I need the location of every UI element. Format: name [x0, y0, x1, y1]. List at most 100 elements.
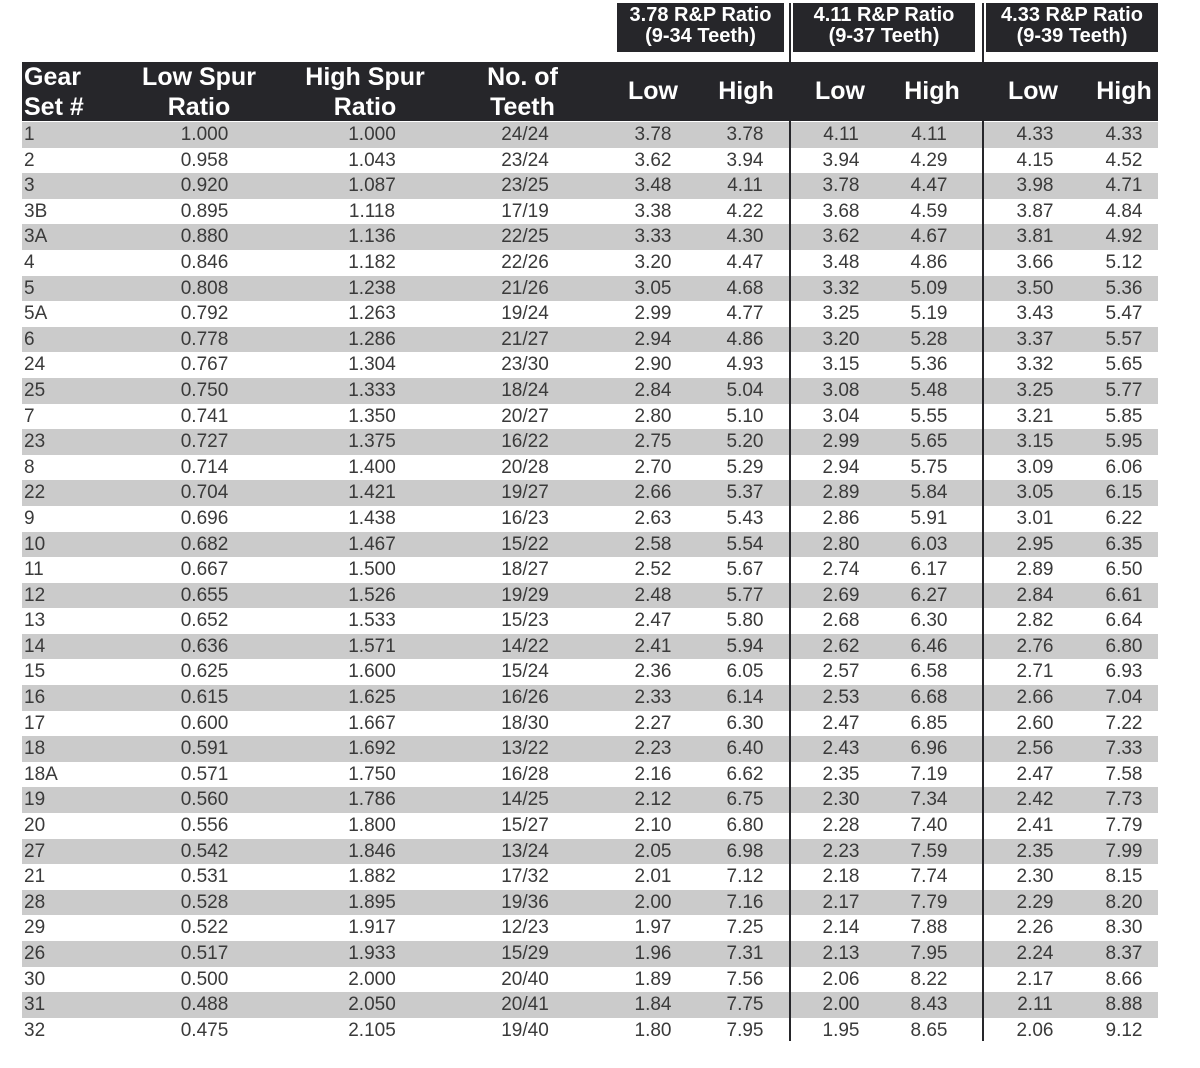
cell-low-433: 2.95 — [1016, 533, 1054, 555]
header-no-of-teeth: No. of Teeth — [455, 62, 590, 122]
cell-low-378: 2.90 — [634, 354, 672, 376]
cell-high-spur-ratio: 2.105 — [348, 1019, 396, 1041]
table-row: 5 0.808 1.238 21/26 3.05 4.68 3.32 5.09 3.50 5.36 — [22, 275, 1158, 302]
cell-low-spur-ratio: 0.704 — [180, 482, 229, 504]
cell-high-411: 6.68 — [910, 687, 948, 709]
cell-low-411: 2.13 — [822, 943, 860, 964]
cell-high-411: 8.22 — [910, 968, 948, 990]
cell-high-spur-ratio: 1.400 — [348, 456, 396, 478]
cell-low-spur-ratio: 0.615 — [180, 687, 229, 709]
table-row: 16 0.615 1.625 16/26 2.33 6.14 2.53 6.68 2.66 7.0… — [22, 685, 1158, 711]
cell-high-378: 7.31 — [726, 943, 764, 964]
cell-number-of-teeth: 23/30 — [501, 354, 549, 376]
table-row: 23 0.727 1.375 16/22 2.75 5.20 2.99 5.65 3.15 5.9… — [22, 429, 1158, 455]
cell-gear-set-number: 27 — [24, 840, 46, 862]
cell-low-411: 3.94 — [822, 149, 860, 171]
cell-low-433: 2.66 — [1016, 687, 1054, 709]
cell-high-spur-ratio: 1.467 — [348, 533, 396, 555]
cell-high-378: 4.86 — [726, 328, 764, 350]
cell-low-spur-ratio: 0.500 — [180, 968, 229, 990]
cell-gear-set-number: 6 — [24, 328, 35, 350]
cell-low-411: 2.99 — [822, 431, 860, 453]
table-row: 25 0.750 1.333 18/24 2.84 5.04 3.08 5.48 3.25 5.7… — [22, 377, 1158, 404]
cell-low-spur-ratio: 0.625 — [180, 661, 229, 683]
cell-high-spur-ratio: 1.421 — [348, 482, 396, 504]
cell-low-411: 2.18 — [822, 866, 860, 888]
cell-high-433: 6.50 — [1105, 559, 1143, 581]
cell-low-378: 2.41 — [634, 635, 672, 657]
table-row: 28 0.528 1.895 19/36 2.00 7.16 2.17 7.79 2.29 8.2… — [22, 889, 1158, 916]
cell-low-433: 3.66 — [1016, 251, 1054, 273]
cell-number-of-teeth: 16/22 — [501, 431, 549, 453]
cell-low-411: 2.74 — [822, 559, 860, 581]
cell-high-433: 8.88 — [1105, 994, 1143, 1016]
cell-high-spur-ratio: 1.286 — [348, 328, 396, 350]
cell-low-378: 2.84 — [634, 379, 672, 401]
cell-high-378: 6.75 — [726, 789, 764, 811]
cell-low-433: 3.05 — [1016, 482, 1054, 504]
cell-low-433: 2.89 — [1016, 559, 1054, 581]
group-header-subtitle: (9-37 Teeth) — [828, 25, 940, 47]
header-gear-set: Gear Set # — [24, 62, 104, 122]
table-row: 17 0.600 1.667 18/30 2.27 6.30 2.47 6.85 2.60 7.2… — [22, 711, 1158, 737]
cell-gear-set-number: 18 — [24, 738, 46, 760]
cell-low-spur-ratio: 0.895 — [180, 200, 229, 222]
cell-number-of-teeth: 15/23 — [501, 610, 549, 632]
header-high-378: High — [718, 77, 774, 105]
table-row: 30 0.500 2.000 20/40 1.89 7.56 2.06 8.22 2.17 8.6… — [22, 967, 1158, 993]
cell-high-spur-ratio: 1.136 — [348, 226, 396, 248]
cell-high-433: 7.99 — [1105, 840, 1143, 862]
cell-low-378: 1.97 — [634, 917, 672, 939]
cell-low-378: 2.80 — [634, 405, 672, 427]
cell-low-433: 2.11 — [1017, 994, 1053, 1016]
cell-high-spur-ratio: 1.350 — [348, 405, 396, 427]
table-row: 3 0.920 1.087 23/25 3.48 4.11 3.78 4.47 3.98 4.71 — [22, 173, 1158, 199]
cell-high-411: 5.84 — [910, 482, 948, 504]
cell-low-378: 3.38 — [634, 200, 672, 222]
cell-low-spur-ratio: 0.528 — [180, 891, 229, 913]
cell-high-378: 4.22 — [726, 200, 764, 222]
cell-low-spur-ratio: 0.600 — [180, 712, 229, 734]
cell-high-spur-ratio: 1.526 — [348, 584, 396, 606]
cell-high-378: 4.11 — [727, 175, 763, 197]
cell-low-spur-ratio: 0.560 — [180, 789, 229, 811]
cell-number-of-teeth: 22/25 — [501, 226, 549, 248]
header-low-411: Low — [815, 77, 865, 105]
cell-gear-set-number: 3A — [24, 226, 48, 248]
cell-low-378: 2.63 — [634, 507, 672, 529]
group-header-378: 3.78 R&P Ratio (9-34 Teeth) — [617, 3, 784, 52]
cell-low-411: 4.11 — [823, 124, 859, 145]
cell-high-411: 6.85 — [910, 712, 948, 734]
cell-low-378: 2.00 — [634, 891, 672, 913]
cell-low-411: 3.32 — [822, 277, 860, 299]
cell-low-411: 2.57 — [822, 661, 860, 683]
cell-low-433: 3.32 — [1016, 354, 1054, 376]
cell-high-spur-ratio: 1.500 — [348, 559, 396, 581]
cell-high-433: 4.33 — [1105, 124, 1143, 145]
cell-low-411: 1.95 — [822, 1019, 860, 1041]
cell-high-433: 7.33 — [1105, 738, 1143, 760]
cell-gear-set-number: 15 — [24, 661, 46, 683]
cell-number-of-teeth: 13/22 — [501, 738, 549, 760]
cell-number-of-teeth: 23/24 — [501, 149, 549, 171]
cell-low-spur-ratio: 0.517 — [180, 943, 229, 964]
cell-low-378: 2.33 — [634, 687, 672, 709]
cell-high-433: 4.52 — [1105, 149, 1143, 171]
cell-high-378: 7.12 — [726, 866, 764, 888]
header-low-spur-ratio: Low Spur Ratio — [114, 62, 284, 122]
cell-low-378: 2.58 — [634, 533, 672, 555]
cell-number-of-teeth: 20/27 — [501, 405, 549, 427]
cell-high-378: 5.67 — [726, 559, 764, 581]
cell-low-411: 2.35 — [822, 763, 860, 785]
cell-low-378: 3.20 — [634, 251, 672, 273]
cell-low-spur-ratio: 0.531 — [180, 866, 229, 888]
cell-high-spur-ratio: 1.438 — [348, 507, 396, 529]
cell-low-378: 2.36 — [634, 661, 672, 683]
cell-gear-set-number: 26 — [24, 943, 46, 964]
cell-low-411: 2.00 — [822, 994, 860, 1016]
cell-low-411: 3.04 — [822, 405, 860, 427]
cell-low-378: 2.52 — [634, 559, 672, 581]
cell-gear-set-number: 32 — [24, 1019, 46, 1041]
cell-number-of-teeth: 19/29 — [501, 584, 549, 606]
cell-low-411: 3.48 — [822, 251, 860, 273]
